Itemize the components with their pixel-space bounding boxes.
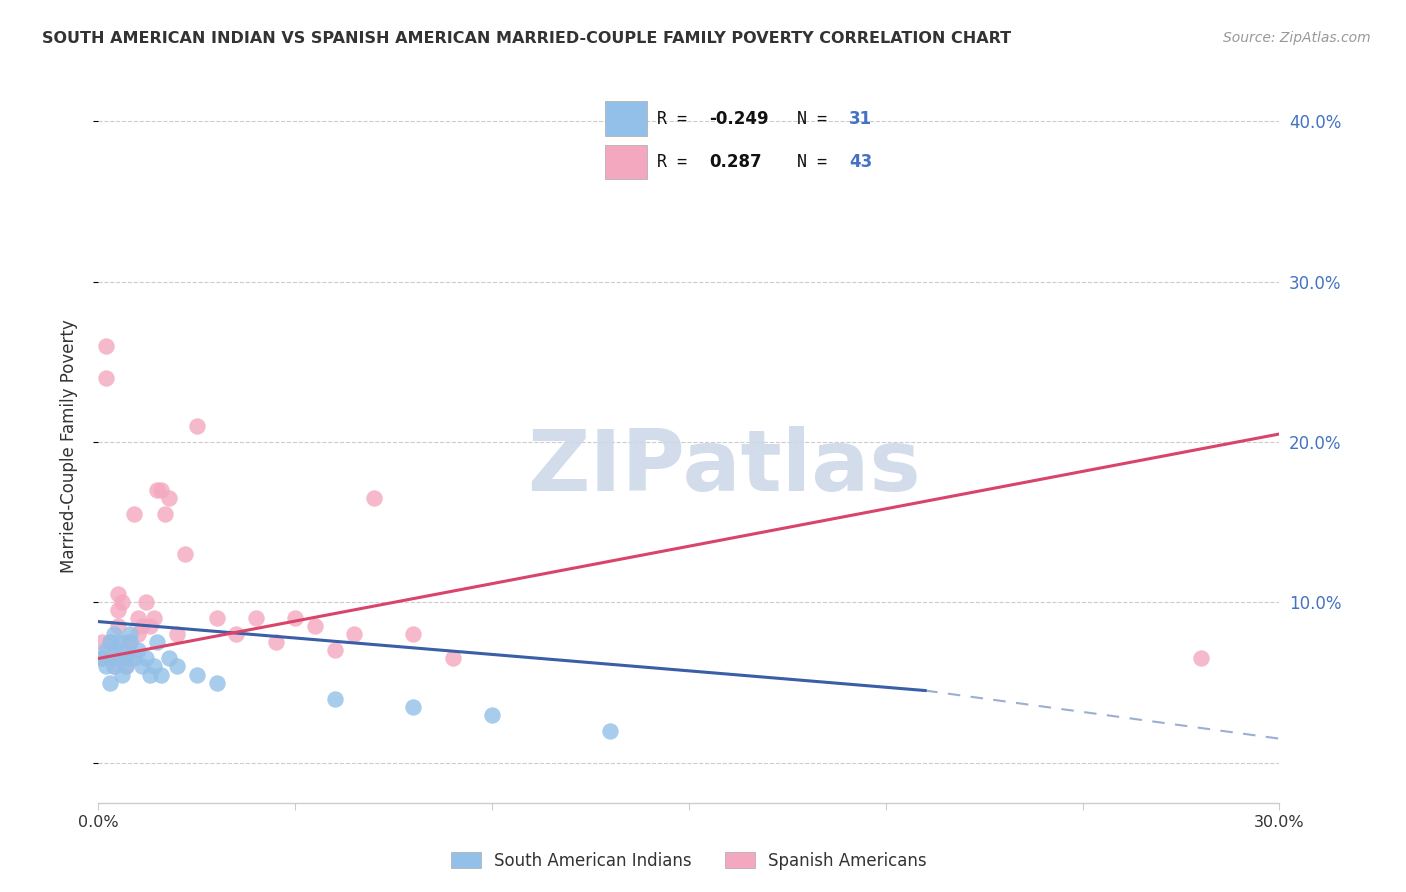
- Point: [205, 611, 228, 625]
- Point: [115, 635, 138, 649]
- Point: [150, 483, 173, 497]
- Point: [98, 635, 121, 649]
- Point: [98, 635, 121, 649]
- Point: [142, 611, 165, 625]
- Point: [96, 371, 118, 385]
- Point: [115, 659, 138, 673]
- Point: [107, 587, 129, 601]
- Point: [96, 643, 118, 657]
- Point: [150, 667, 173, 681]
- Point: [118, 635, 141, 649]
- Point: [599, 723, 621, 738]
- Point: [146, 635, 169, 649]
- Point: [103, 627, 125, 641]
- Point: [323, 691, 346, 706]
- Point: [363, 491, 385, 505]
- Point: [166, 627, 188, 641]
- Point: [264, 635, 287, 649]
- Point: [127, 627, 149, 641]
- Point: [111, 595, 134, 609]
- Point: [111, 651, 134, 665]
- Point: [402, 699, 425, 714]
- Text: Source: ZipAtlas.com: Source: ZipAtlas.com: [1223, 31, 1371, 45]
- Point: [96, 339, 118, 353]
- Point: [118, 635, 141, 649]
- Point: [131, 619, 153, 633]
- Point: [135, 651, 157, 665]
- Point: [481, 707, 503, 722]
- Point: [174, 547, 197, 561]
- Point: [186, 667, 208, 681]
- Point: [122, 507, 145, 521]
- Point: [1189, 651, 1212, 665]
- Point: [98, 651, 121, 665]
- Point: [135, 595, 157, 609]
- Point: [103, 659, 125, 673]
- Point: [111, 667, 134, 681]
- Point: [118, 627, 141, 641]
- Point: [138, 667, 160, 681]
- Point: [91, 651, 114, 665]
- Point: [402, 627, 425, 641]
- Point: [304, 619, 326, 633]
- Text: SOUTH AMERICAN INDIAN VS SPANISH AMERICAN MARRIED-COUPLE FAMILY POVERTY CORRELAT: SOUTH AMERICAN INDIAN VS SPANISH AMERICA…: [42, 31, 1011, 46]
- Point: [107, 603, 129, 617]
- Point: [115, 651, 138, 665]
- Point: [103, 643, 125, 657]
- Point: [157, 491, 180, 505]
- Point: [323, 643, 346, 657]
- Point: [103, 659, 125, 673]
- Point: [186, 419, 208, 434]
- Point: [96, 659, 118, 673]
- Legend: South American Indians, Spanish Americans: South American Indians, Spanish American…: [444, 846, 934, 877]
- Point: [127, 643, 149, 657]
- Point: [111, 643, 134, 657]
- Point: [155, 507, 177, 521]
- Point: [245, 611, 267, 625]
- Point: [343, 627, 366, 641]
- Point: [107, 635, 129, 649]
- Point: [284, 611, 307, 625]
- Point: [91, 635, 114, 649]
- Point: [127, 611, 149, 625]
- Point: [146, 483, 169, 497]
- Point: [107, 619, 129, 633]
- Point: [166, 659, 188, 673]
- Point: [122, 651, 145, 665]
- Point: [131, 659, 153, 673]
- Point: [98, 675, 121, 690]
- Point: [118, 651, 141, 665]
- Point: [157, 651, 180, 665]
- Point: [138, 619, 160, 633]
- Point: [107, 651, 129, 665]
- Point: [441, 651, 464, 665]
- Y-axis label: Married-Couple Family Poverty: Married-Couple Family Poverty: [59, 319, 77, 573]
- Point: [205, 675, 228, 690]
- Point: [115, 659, 138, 673]
- Point: [91, 651, 114, 665]
- Point: [225, 627, 247, 641]
- Text: ZIPatlas: ZIPatlas: [527, 425, 921, 509]
- Point: [142, 659, 165, 673]
